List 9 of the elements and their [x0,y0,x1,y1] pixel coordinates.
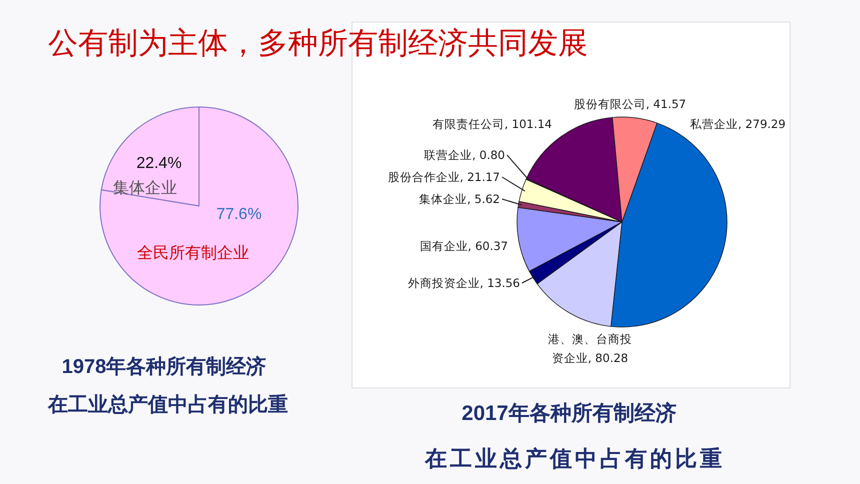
text: 2017年各种所有制经济 [462,401,676,425]
data-label: 77.6% [216,206,262,223]
slice-label: 集体企业 [113,178,177,197]
data-label: 22.4% [136,155,182,172]
text: 在工业总产值中占有的比重 [424,446,725,471]
text: 1978年各种所有制经济 [62,355,266,378]
text: 公有制为主体，多种所有制经济共同发展 [48,27,588,60]
slice-label: 全民所有制企业 [137,243,249,262]
text: 在工业总产值中占有的比重 [47,393,288,416]
